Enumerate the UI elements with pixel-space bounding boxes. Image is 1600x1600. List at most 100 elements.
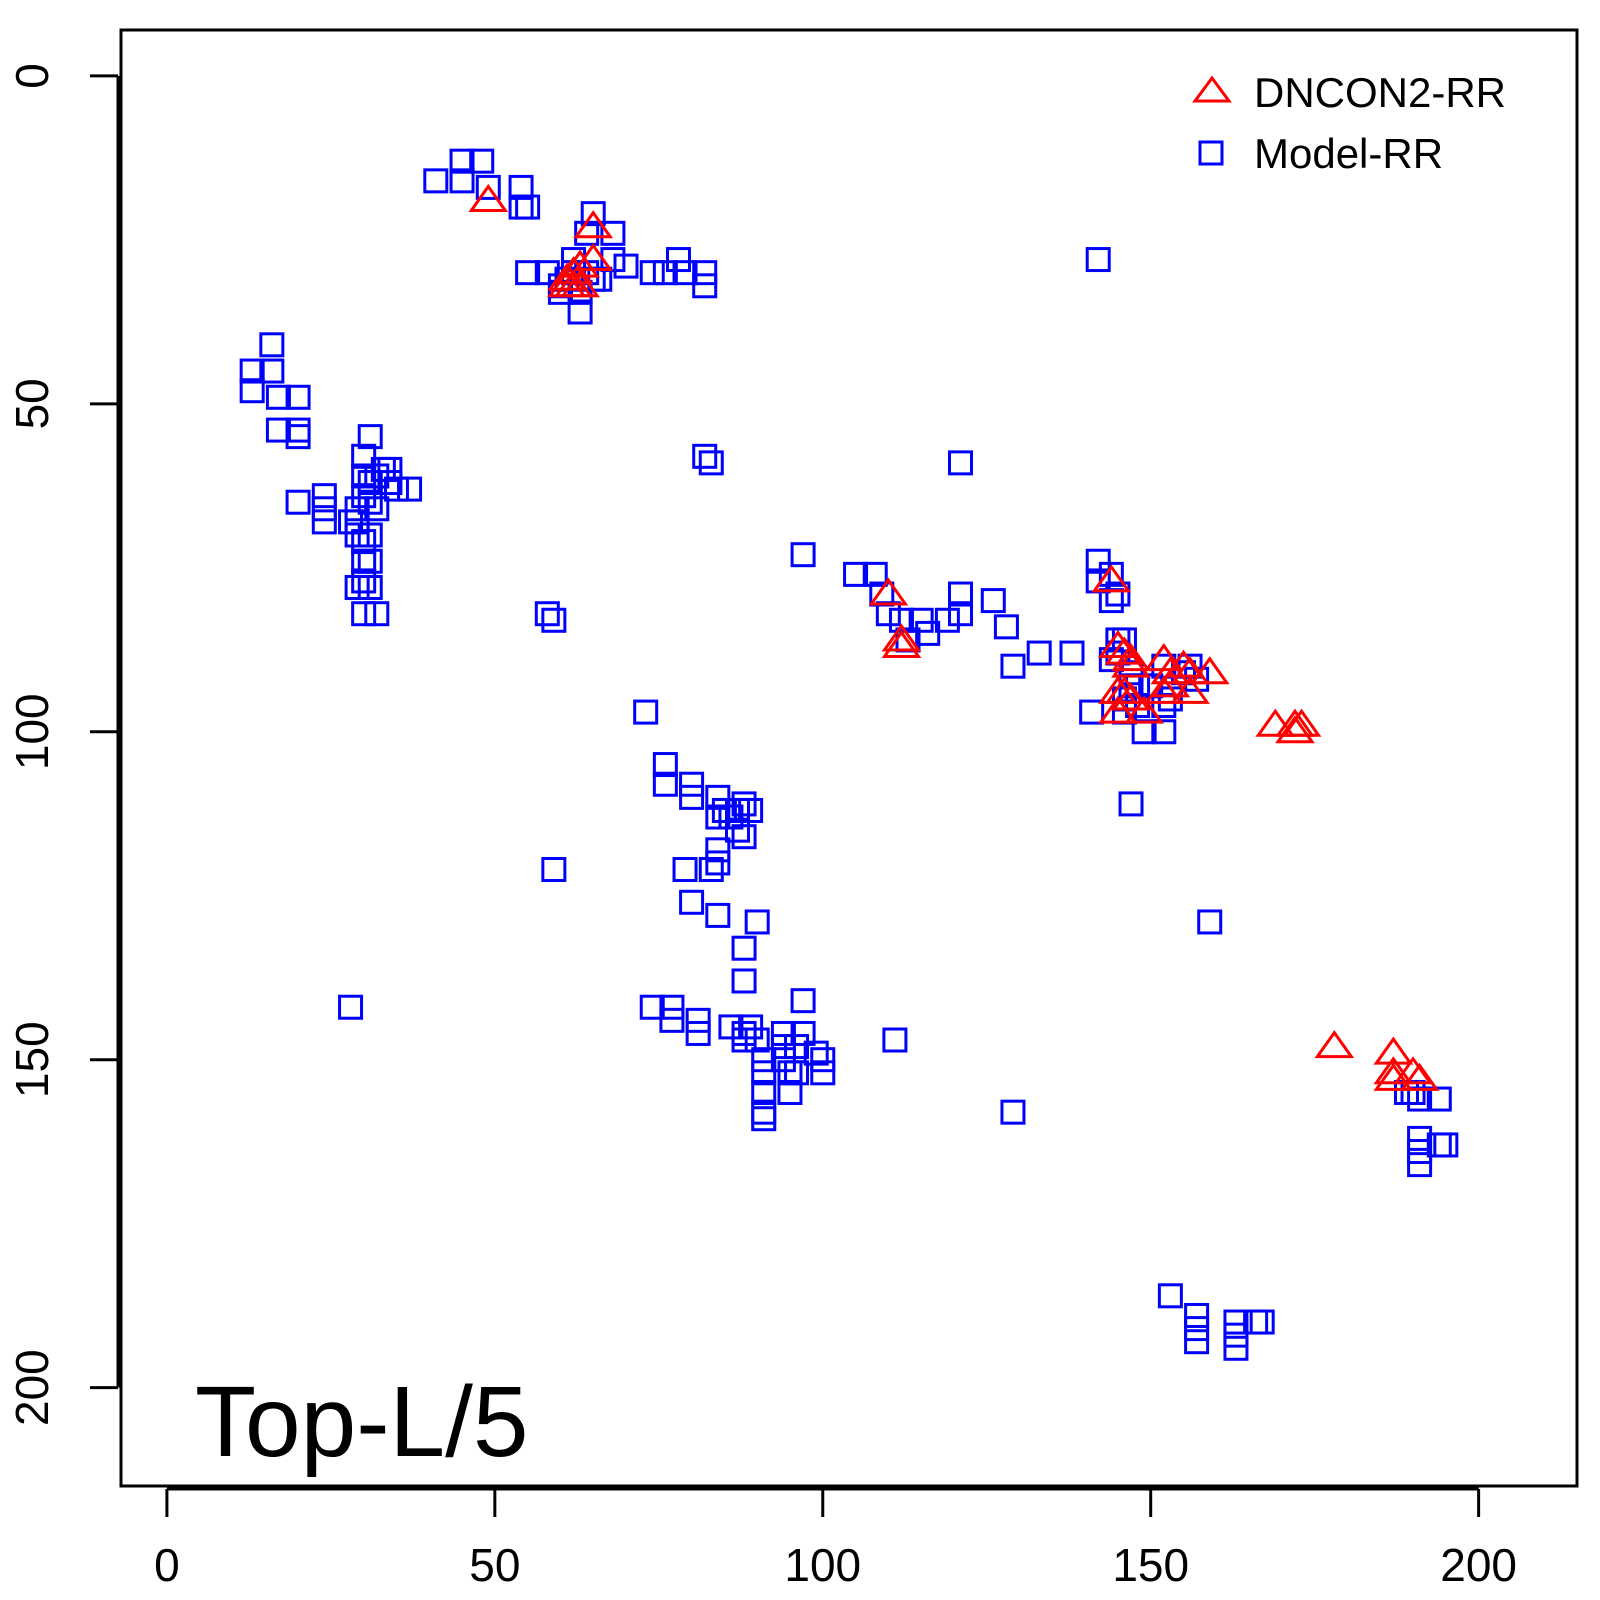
data-marks	[239, 148, 1459, 1361]
point-model-rr	[1118, 791, 1144, 817]
point-model-rr	[1184, 1316, 1210, 1342]
point-model-rr	[659, 994, 685, 1020]
point-model-rr	[1098, 561, 1124, 587]
point-model-rr	[633, 699, 659, 725]
point-model-rr	[731, 1027, 757, 1053]
point-model-rr	[1085, 548, 1111, 574]
point-model-rr	[1151, 719, 1177, 745]
point-model-rr	[698, 450, 724, 476]
point-model-rr	[1105, 581, 1131, 607]
point-model-rr	[738, 797, 764, 823]
point-model-rr	[1026, 640, 1052, 666]
point-model-rr	[344, 574, 370, 600]
point-dncon2-rr	[1111, 643, 1151, 672]
point-model-rr	[679, 771, 705, 797]
point-dncon2-rr	[1399, 1062, 1440, 1091]
point-model-rr	[515, 194, 541, 220]
x-tick-label: 50	[469, 1539, 520, 1591]
point-model-rr	[725, 797, 751, 823]
point-dncon2-rr	[1163, 649, 1204, 678]
point-model-rr	[239, 378, 265, 404]
point-model-rr	[423, 168, 449, 194]
y-tick-label: 100	[6, 693, 58, 770]
point-model-rr	[580, 201, 606, 227]
point-model-rr	[993, 614, 1019, 640]
point-model-rr	[790, 988, 816, 1014]
point-model-rr	[685, 1007, 711, 1033]
point-model-rr	[265, 417, 291, 443]
point-dncon2-rr	[881, 623, 922, 652]
point-model-rr	[1197, 909, 1223, 935]
point-dncon2-rr	[1098, 695, 1138, 724]
point-model-rr	[1223, 1322, 1249, 1348]
point-model-rr	[784, 1060, 810, 1086]
point-model-rr	[751, 1106, 777, 1132]
point-dncon2-rr	[573, 210, 614, 239]
point-model-rr	[259, 332, 285, 358]
point-model-rr	[915, 620, 941, 646]
legend-marker-dncon2-rr	[1192, 75, 1232, 103]
point-model-rr	[311, 496, 337, 522]
point-model-rr	[980, 588, 1006, 614]
point-model-rr	[351, 483, 377, 509]
point-model-rr	[357, 489, 383, 515]
y-tick-label: 50	[6, 378, 58, 429]
point-model-rr	[1184, 1302, 1210, 1328]
point-dncon2-rr	[868, 577, 909, 606]
point-model-rr	[1433, 1132, 1459, 1158]
point-model-rr	[377, 456, 403, 482]
point-model-rr	[652, 260, 678, 286]
point-model-rr	[947, 601, 973, 627]
point-model-rr	[639, 994, 665, 1020]
point-model-rr	[810, 1060, 836, 1086]
chart-annotation: Top-L/5	[195, 1366, 529, 1478]
legend-label-model-rr: Model-RR	[1254, 130, 1443, 177]
point-model-rr	[698, 856, 724, 882]
point-model-rr	[508, 174, 534, 200]
point-model-rr	[1000, 1099, 1026, 1125]
point-model-rr	[810, 1047, 836, 1073]
point-model-rr	[1407, 1125, 1433, 1151]
point-model-rr	[725, 817, 751, 843]
point-dncon2-rr	[1281, 708, 1322, 737]
x-tick-label: 100	[784, 1539, 861, 1591]
point-dncon2-rr	[1111, 682, 1151, 711]
point-dncon2-rr	[560, 249, 600, 278]
point-model-rr	[1249, 1309, 1275, 1335]
point-dncon2-rr	[1150, 656, 1191, 685]
point-model-rr	[908, 607, 934, 633]
point-model-rr	[265, 384, 291, 410]
point-model-rr	[1157, 1283, 1183, 1309]
point-model-rr	[947, 581, 973, 607]
point-model-rr	[344, 522, 370, 548]
point-model-rr	[567, 299, 593, 325]
point-model-rr	[672, 856, 698, 882]
point-dncon2-rr	[468, 183, 509, 213]
point-model-rr	[790, 1020, 816, 1046]
point-model-rr	[744, 909, 770, 935]
point-model-rr	[311, 509, 337, 535]
point-model-rr	[934, 607, 960, 633]
y-tick-label: 200	[6, 1349, 58, 1426]
point-model-rr	[357, 470, 383, 496]
point-model-rr	[692, 443, 718, 469]
point-model-rr	[652, 752, 678, 778]
point-model-rr	[731, 935, 757, 961]
point-model-rr	[1184, 1329, 1210, 1355]
point-model-rr	[705, 784, 731, 810]
point-model-rr	[259, 358, 285, 384]
point-dncon2-rr	[1170, 675, 1210, 704]
point-model-rr	[692, 260, 718, 286]
point-model-rr	[351, 601, 377, 627]
point-model-rr	[705, 902, 731, 928]
point-model-rr	[1000, 653, 1026, 679]
point-model-rr	[705, 850, 731, 876]
point-model-rr	[1407, 1139, 1433, 1165]
point-dncon2-rr	[1111, 649, 1151, 678]
point-dncon2-rr	[1091, 564, 1132, 593]
point-dncon2-rr	[1314, 1029, 1355, 1059]
point-model-rr	[351, 463, 377, 489]
point-model-rr	[738, 1014, 764, 1040]
point-dncon2-rr	[1150, 669, 1191, 698]
